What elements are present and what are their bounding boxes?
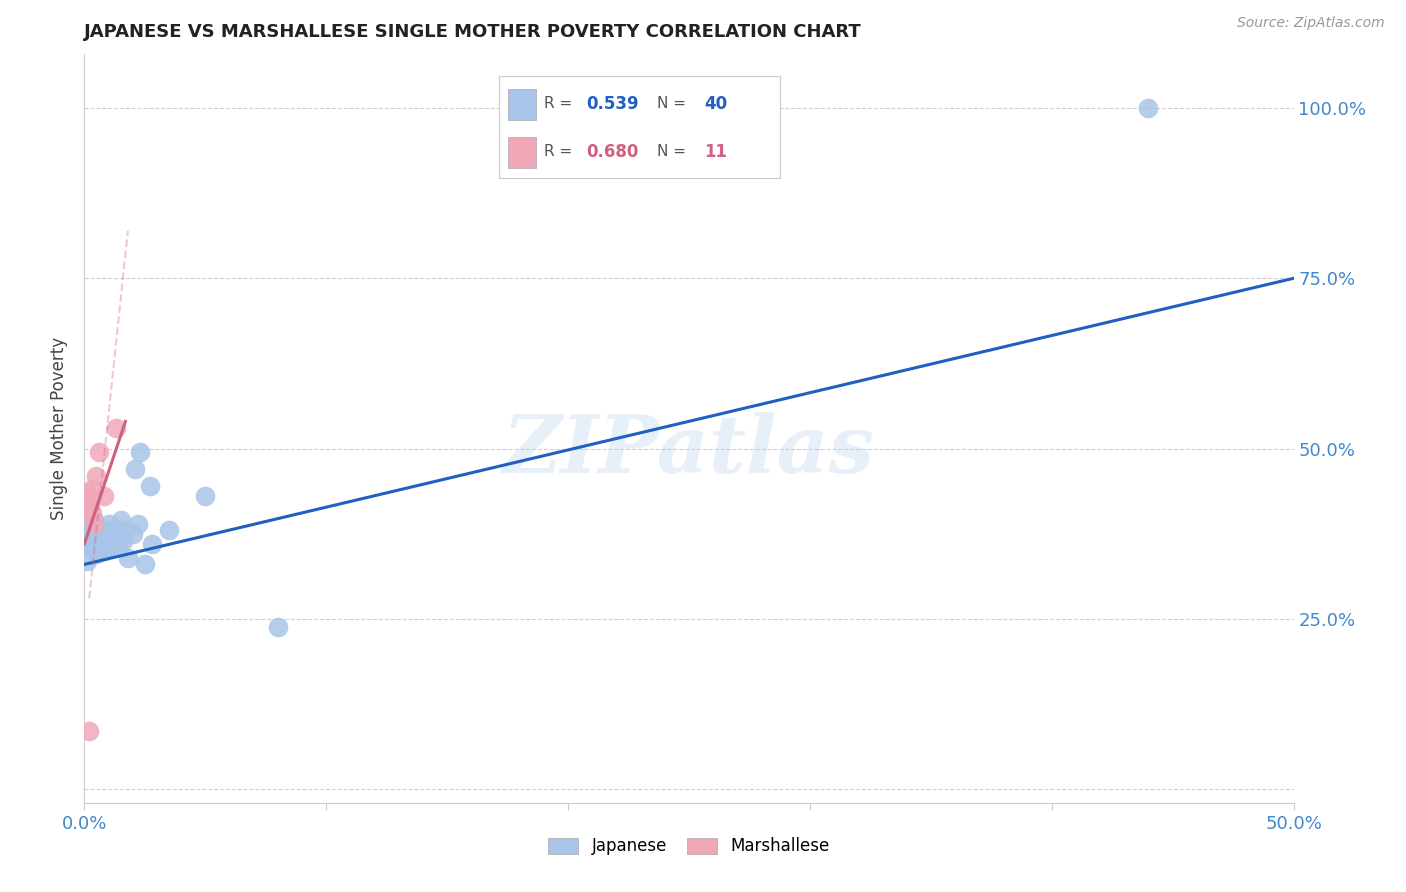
Text: 40: 40 [704,95,727,112]
Point [112,533,135,548]
Point [80,483,103,497]
Y-axis label: Single Mother Poverty: Single Mother Poverty [51,336,69,520]
Point [86,530,108,544]
Point [86,547,108,561]
Point [97,516,120,531]
Point [100,524,122,538]
Point [194,489,217,503]
Point [104,530,127,544]
Point [134,558,156,572]
Text: R =: R = [544,145,578,160]
Point [77,537,100,551]
Point [77,500,100,514]
Point [1137,101,1160,115]
Point [104,421,127,435]
Legend: Japanese, Marshallese: Japanese, Marshallese [541,830,837,862]
Point [83,533,105,548]
Point [76,496,98,510]
Point [107,541,129,555]
Point [114,524,136,538]
Point [80,506,103,520]
FancyBboxPatch shape [508,89,536,120]
Text: N =: N = [657,96,690,111]
Point [77,724,100,739]
Point [121,526,143,541]
Text: 0.539: 0.539 [586,95,638,112]
Point [129,445,152,459]
Point [86,468,108,483]
Point [80,520,103,534]
Point [86,516,108,531]
Point [90,543,112,558]
Point [93,543,115,558]
Point [90,524,112,538]
Point [83,524,105,538]
Point [103,537,125,551]
Point [87,445,110,459]
Point [94,526,117,541]
Point [117,550,139,565]
Text: N =: N = [657,145,696,160]
Text: 11: 11 [704,143,727,161]
Point [93,530,115,544]
Text: R =: R = [544,96,578,111]
Text: Source: ZipAtlas.com: Source: ZipAtlas.com [1237,16,1385,30]
Point [127,516,149,531]
Point [83,516,105,531]
Point [110,513,132,527]
Point [141,537,163,551]
Point [77,526,100,541]
Point [76,486,98,500]
Point [138,479,160,493]
Point [87,537,110,551]
Point [76,554,98,568]
Text: JAPANESE VS MARSHALLESE SINGLE MOTHER POVERTY CORRELATION CHART: JAPANESE VS MARSHALLESE SINGLE MOTHER PO… [84,23,862,41]
Point [124,462,146,476]
Point [267,620,290,634]
Text: 0.680: 0.680 [586,143,638,161]
Point [80,530,103,544]
Point [83,513,105,527]
Text: ZIPatlas: ZIPatlas [503,412,875,490]
Point [93,489,115,503]
FancyBboxPatch shape [508,137,536,168]
Point [94,541,117,555]
Point [80,541,103,555]
Point [87,526,110,541]
Point [157,524,180,538]
